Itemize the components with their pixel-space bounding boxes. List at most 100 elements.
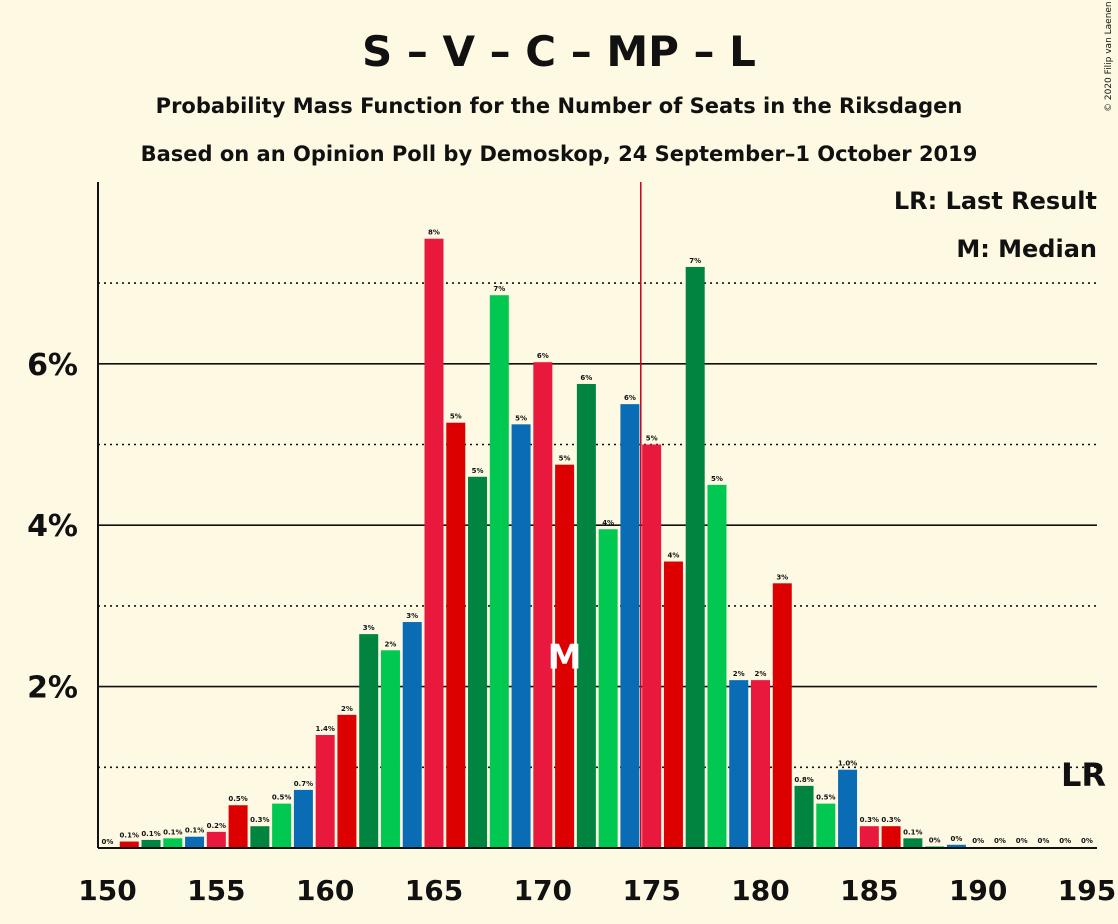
- data-label-seats-167: 5%: [472, 467, 484, 475]
- bar-seats-178: [707, 484, 727, 848]
- bar-seats-165: [424, 238, 444, 849]
- x-tick-label: 175: [622, 874, 680, 907]
- data-label-seats-166: 5%: [450, 413, 462, 421]
- data-label-seats-177: 7%: [689, 257, 701, 265]
- grid-lines: [98, 282, 1097, 769]
- bar-seats-175: [642, 444, 662, 848]
- data-label-seats-192: 0%: [1016, 837, 1028, 845]
- x-tick-label: 180: [731, 874, 789, 907]
- bar-seats-176: [663, 561, 683, 848]
- y-tick-label: 6%: [27, 348, 78, 383]
- data-label-seats-175: 5%: [646, 435, 658, 443]
- data-label-seats-171: 5%: [559, 455, 571, 463]
- chart-subtitle-1: Probability Mass Function for the Number…: [156, 94, 963, 118]
- data-label-seats-154: 0.1%: [185, 827, 204, 835]
- bar-seats-153: [163, 838, 183, 848]
- data-label-seats-190: 0%: [972, 837, 984, 845]
- x-tick-label: 190: [949, 874, 1007, 907]
- data-label-seats-150: 0%: [102, 838, 114, 846]
- bar-seats-171: [555, 464, 575, 848]
- bar-seats-170: [533, 362, 553, 848]
- bar-seats-152: [141, 839, 161, 848]
- bar-seats-169: [511, 424, 531, 848]
- data-label-seats-161: 2%: [341, 705, 353, 713]
- data-label-seats-172: 6%: [580, 374, 592, 382]
- bar-seats-151: [119, 841, 139, 848]
- chart-title: S – V – C – MP – L: [362, 27, 756, 76]
- bar-seats-189: [946, 844, 966, 848]
- bar-seats-161: [337, 714, 357, 848]
- x-tick-label: 155: [187, 874, 245, 907]
- data-label-seats-155: 0.2%: [207, 822, 226, 830]
- y-tick-label: 2%: [27, 671, 78, 706]
- bar-seats-162: [359, 634, 379, 848]
- bar-seats-183: [816, 803, 836, 848]
- median-marker: M: [548, 637, 582, 677]
- legend-median: M: Median: [956, 235, 1097, 263]
- chart-subtitle-2: Based on an Opinion Poll by Demoskop, 24…: [141, 142, 978, 166]
- data-label-seats-185: 0.3%: [860, 816, 879, 824]
- data-label-seats-162: 3%: [363, 624, 375, 632]
- data-label-seats-173: 4%: [602, 519, 614, 527]
- data-label-seats-168: 7%: [493, 285, 505, 293]
- copyright-notice: © 2020 Filip van Laenen: [1104, 1, 1114, 112]
- data-label-seats-152: 0.1%: [141, 830, 160, 838]
- x-tick-label: 195: [1058, 874, 1116, 907]
- x-tick-label: 170: [514, 874, 572, 907]
- data-label-seats-165: 8%: [428, 229, 440, 237]
- bar-seats-160: [315, 735, 335, 848]
- data-label-seats-176: 4%: [667, 552, 679, 560]
- data-label-seats-189: 0%: [950, 835, 962, 843]
- data-label-seats-178: 5%: [711, 475, 723, 483]
- data-label-seats-180: 2%: [755, 670, 767, 678]
- data-label-seats-184: 1.0%: [838, 760, 857, 768]
- data-label-seats-183: 0.5%: [816, 794, 835, 802]
- bar-seats-167: [468, 476, 488, 848]
- data-label-seats-169: 5%: [515, 414, 527, 422]
- x-tick-label: 160: [296, 874, 354, 907]
- axes: 2% 4% 6% 150 155 160 165 170 175 180 185 190 195 M: [27, 182, 1116, 907]
- bar-seats-157: [250, 826, 270, 848]
- data-label-seats-191: 0%: [994, 837, 1006, 845]
- data-label-seats-170: 6%: [537, 352, 549, 360]
- bar-seats-187: [903, 838, 923, 848]
- data-label-seats-186: 0.3%: [881, 816, 900, 824]
- bar-group: [119, 238, 1097, 849]
- bar-seats-154: [185, 836, 205, 848]
- data-label-seats-163: 2%: [385, 640, 397, 648]
- data-label-seats-160: 1.4%: [315, 725, 334, 733]
- legend-last-result: LR: Last Result: [894, 187, 1097, 215]
- bar-seats-163: [380, 650, 400, 848]
- bar-seats-158: [272, 803, 292, 848]
- data-label-seats-174: 6%: [624, 394, 636, 402]
- data-label-seats-159: 0.7%: [294, 780, 313, 788]
- bar-seats-186: [881, 826, 901, 848]
- bar-seats-166: [446, 422, 466, 848]
- bar-seats-174: [620, 404, 640, 848]
- data-label-seats-182: 0.8%: [794, 776, 813, 784]
- bar-seats-177: [685, 266, 705, 849]
- data-label-seats-193: 0%: [1038, 837, 1050, 845]
- bar-seats-182: [794, 785, 814, 848]
- data-label-seats-194: 0%: [1059, 837, 1071, 845]
- bar-seats-168: [489, 295, 509, 849]
- bar-seats-156: [228, 805, 248, 848]
- bar-seats-172: [576, 383, 596, 848]
- data-label-seats-195: 0%: [1081, 837, 1093, 845]
- x-tick-label: 185: [840, 874, 898, 907]
- data-label-group: 0%0.1% 0.1% 0.1% 0.1%0.2%0.5%0.3%0.5%0.7%1.…: [102, 229, 1093, 846]
- bar-seats-180: [751, 680, 770, 848]
- data-label-seats-157: 0.3%: [250, 816, 269, 824]
- data-label-seats-181: 3%: [776, 573, 788, 581]
- x-tick-label: 165: [405, 874, 463, 907]
- data-label-seats-151: 0.1%: [120, 832, 139, 840]
- bar-seats-155: [206, 831, 226, 848]
- y-tick-label: 4%: [27, 509, 78, 544]
- last-result-marker: LR: [1061, 756, 1106, 794]
- bar-seats-181: [772, 583, 792, 848]
- data-label-seats-153: 0.1%: [163, 828, 182, 836]
- bar-seats-164: [402, 622, 422, 848]
- bar-seats-173: [598, 529, 618, 848]
- bar-seats-179: [729, 680, 749, 848]
